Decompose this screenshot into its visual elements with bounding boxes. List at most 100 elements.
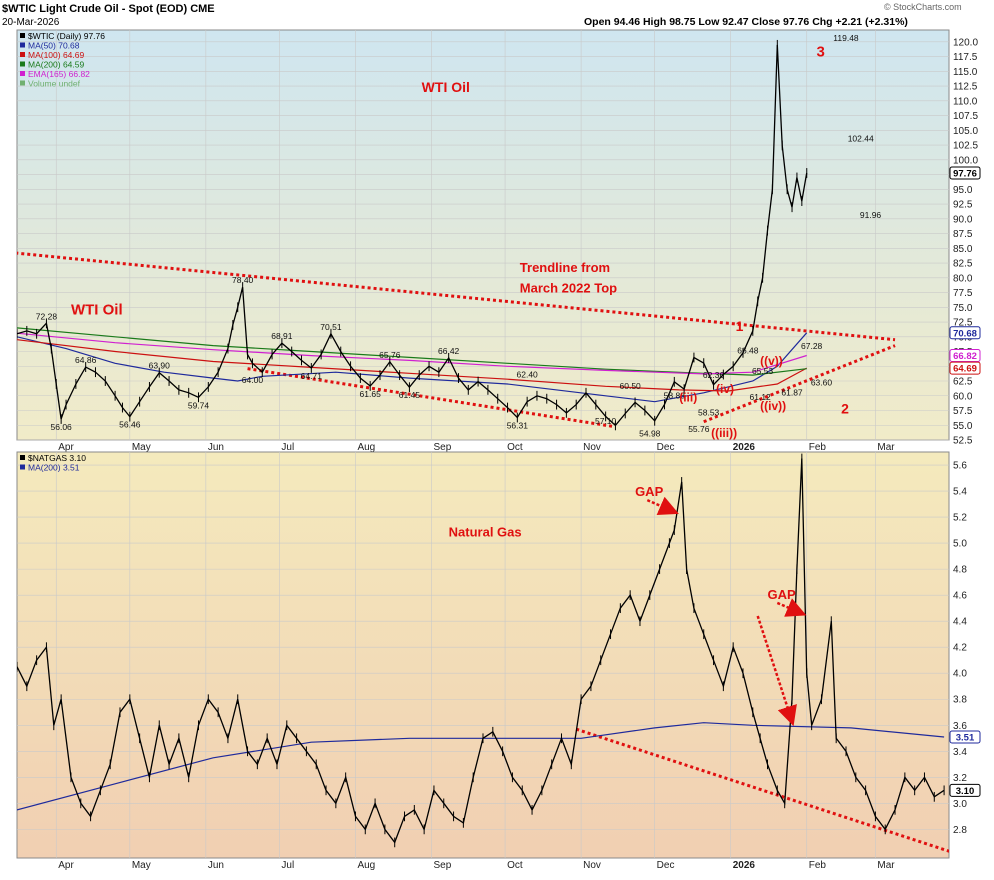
natgas-x-tick-label: Apr — [58, 860, 74, 871]
wti-annotation-text: WTI Oil — [422, 79, 470, 95]
wti-annotation-text: ((iv)) — [760, 399, 786, 413]
wti-legend-entry: MA(50) 70.68 — [28, 41, 80, 51]
wti-price-label: 64.71 — [301, 371, 323, 381]
natgas-x-tick-label: Dec — [657, 860, 675, 871]
wti-legend-swatch — [20, 61, 25, 67]
wti-legend-entry: Volume undef — [28, 79, 81, 89]
natgas-y-tick-label: 3.4 — [953, 747, 967, 758]
wti-price-label: 56.31 — [507, 421, 529, 431]
wti-price-label: 56.46 — [119, 420, 141, 430]
natgas-legend-swatch — [20, 455, 25, 460]
wti-y-tick-label: 60.0 — [953, 391, 973, 402]
wti-y-tick-label: 55.0 — [953, 421, 973, 432]
natgas-y-tick-label: 4.4 — [953, 617, 967, 628]
natgas-x-tick-label: Aug — [357, 860, 375, 871]
wti-y-tick-label: 85.0 — [953, 244, 973, 255]
wti-x-tick-label: Oct — [507, 442, 523, 453]
wti-y-axis: 52.555.057.560.062.565.067.570.072.575.0… — [949, 37, 981, 447]
wti-legend-entry: $WTIC (Daily) 97.76 — [28, 31, 105, 41]
wti-x-tick-label: Jun — [208, 442, 224, 453]
wti-price-tag-box — [949, 166, 981, 180]
wti-annotation-text: WTI Oil — [71, 301, 123, 318]
wti-price-label: 64.00 — [242, 375, 264, 385]
wti-y-tick-label: 92.5 — [953, 200, 973, 211]
natgas-x-tick-label: 2026 — [733, 860, 756, 871]
natgas-y-tick-label: 5.2 — [953, 513, 967, 524]
wti-y-tick-label: 80.0 — [953, 273, 973, 284]
wti-price-label: 54.98 — [639, 428, 661, 438]
natgas-annotation-text: Natural Gas — [449, 525, 522, 540]
natgas-y-tick-label: 5.4 — [953, 487, 967, 498]
chart-date: 20-Mar-2026 — [2, 17, 60, 28]
natgas-price-tag: 3.51 — [956, 732, 975, 743]
natgas-legend-entry: $NATGAS 3.10 — [28, 453, 86, 463]
wti-price-label: 58.88 — [664, 390, 686, 400]
natgas-y-tick-label: 3.2 — [953, 773, 967, 784]
natgas-annotation-text: GAP — [768, 587, 797, 602]
wti-y-tick-label: 100.0 — [953, 155, 978, 166]
natgas-y-tick-label: 3.6 — [953, 721, 967, 732]
wti-y-tick-label: 105.0 — [953, 126, 978, 137]
wti-price-label: 62.40 — [517, 370, 539, 380]
wti-price-label: 63.60 — [811, 378, 833, 388]
wti-series-ema-165- — [17, 332, 807, 375]
natgas-price-tag-box — [949, 783, 981, 797]
wti-price-label: 56.06 — [51, 422, 73, 432]
wti-price-tag: 70.68 — [953, 328, 977, 339]
wti-x-axis: Apr May Jun Jul Aug Sep Oct Nov Dec 2026 Feb Mar — [58, 442, 895, 453]
wti-price-label: 68.91 — [271, 331, 293, 341]
wti-annotation-text: 3 — [817, 44, 825, 61]
wti-legend-swatch — [20, 71, 25, 76]
wti-price-label: 58.53 — [698, 407, 720, 417]
wti-price-label: 60.50 — [620, 381, 642, 391]
wti-y-tick-label: 95.0 — [953, 185, 973, 196]
wti-y-tick-label: 52.5 — [953, 436, 973, 447]
natgas-x-tick-label: May — [132, 860, 151, 871]
wti-price-label: 102.44 — [848, 133, 874, 143]
natgas-price-tag-box — [949, 730, 981, 744]
wti-x-tick-label: 2026 — [733, 442, 756, 453]
natgas-y-axis: 2.8 3.0 3.2 3.4 3.6 3.8 4.0 4.2 4.4 4.6 4.8 5.0 5.2 5… — [949, 461, 981, 836]
wti-x-tick-label: Jul — [281, 442, 294, 453]
wti-price-label: 55.76 — [688, 424, 710, 434]
natgas-annotation-arrow — [756, 615, 797, 727]
natgas-annotation-arrow — [776, 598, 807, 617]
wti-price-label: 64.86 — [75, 355, 97, 365]
wti-y-tick-label: 77.5 — [953, 288, 973, 299]
wti-y-tick-label: 62.5 — [953, 377, 973, 388]
wti-y-tick-label: 57.5 — [953, 406, 973, 417]
wti-legend-swatch — [20, 33, 25, 38]
wti-y-tick-label: 117.5 — [953, 52, 978, 63]
wti-legend-swatch — [20, 42, 25, 48]
wti-price-label: 67.28 — [801, 341, 823, 351]
wti-x-tick-label: Apr — [58, 442, 74, 453]
wti-annotation-text: Trendline from — [520, 260, 610, 275]
wti-x-tick-label: Nov — [583, 442, 601, 453]
wti-x-tick-label: Sep — [433, 442, 451, 453]
wti-series — [17, 39, 896, 431]
natgas-x-tick-label: Sep — [433, 860, 451, 871]
wti-legend-entry: EMA(165) 66.82 — [28, 69, 90, 79]
natgas-x-tick-label: Oct — [507, 860, 523, 871]
wti-price-tag: 66.82 — [953, 351, 977, 362]
wti-price-label: 61.87 — [781, 388, 803, 398]
wti-legend-entry: MA(100) 64.69 — [28, 50, 84, 60]
wti-y-tick-label: 107.5 — [953, 111, 978, 122]
wti-y-tick-label: 87.5 — [953, 229, 973, 240]
wti-y-tick-label: 110.0 — [953, 96, 978, 107]
wti-y-tick-label: 90.0 — [953, 214, 973, 225]
wti-annotation-text: (iv) — [716, 382, 734, 396]
wti-price-label: 61.12 — [750, 392, 772, 402]
ohlc-summary: Open 94.46 High 98.75 Low 92.47 Close 97… — [584, 16, 908, 28]
wti-trendline — [247, 367, 614, 428]
natgas-y-tick-label: 5.0 — [953, 539, 967, 550]
wti-price-tag: 97.76 — [953, 168, 977, 179]
wti-price-label: 59.74 — [188, 400, 210, 410]
wti-price-label: 61.65 — [360, 389, 382, 399]
wti-price-label: 62.36 — [703, 370, 725, 380]
